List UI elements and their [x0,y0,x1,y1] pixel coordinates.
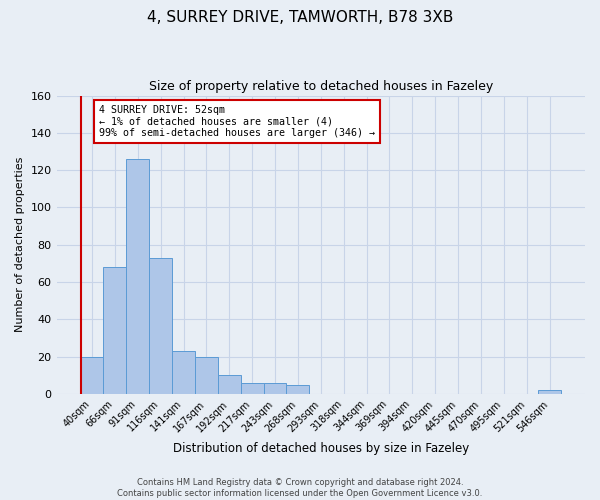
Text: 4, SURREY DRIVE, TAMWORTH, B78 3XB: 4, SURREY DRIVE, TAMWORTH, B78 3XB [147,10,453,25]
Bar [241,382,263,394]
Bar [538,390,561,394]
Bar [218,375,241,394]
Bar [286,384,310,394]
Bar [149,258,172,394]
Text: 4 SURREY DRIVE: 52sqm
← 1% of detached houses are smaller (4)
99% of semi-detach: 4 SURREY DRIVE: 52sqm ← 1% of detached h… [99,104,375,138]
X-axis label: Distribution of detached houses by size in Fazeley: Distribution of detached houses by size … [173,442,469,455]
Y-axis label: Number of detached properties: Number of detached properties [15,157,25,332]
Text: Contains HM Land Registry data © Crown copyright and database right 2024.
Contai: Contains HM Land Registry data © Crown c… [118,478,482,498]
Bar [80,356,103,394]
Bar [263,382,286,394]
Bar [127,159,149,394]
Bar [195,356,218,394]
Bar [172,351,195,394]
Title: Size of property relative to detached houses in Fazeley: Size of property relative to detached ho… [149,80,493,93]
Bar [103,267,127,394]
